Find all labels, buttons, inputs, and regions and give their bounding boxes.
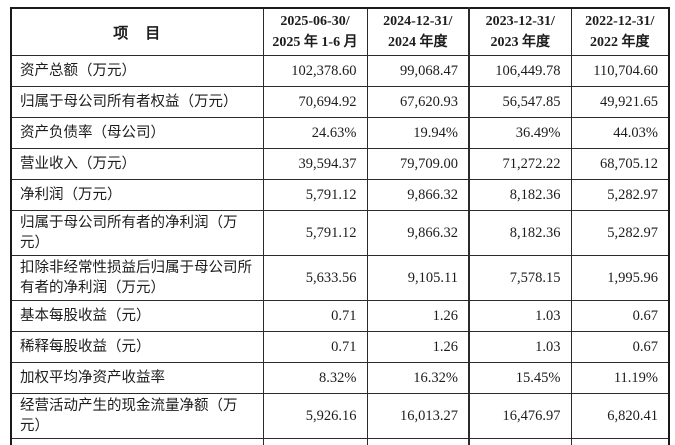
cell-value: 1.03 — [468, 300, 572, 332]
cell-value: 8.32% — [262, 362, 368, 394]
cell-value: 16.32% — [366, 362, 470, 394]
cell-value: 67,620.93 — [366, 86, 470, 118]
cell-value: 2,866.50 — [366, 438, 470, 445]
cell-value: 5,282.97 — [570, 179, 670, 211]
cell-value: 9,105.11 — [366, 255, 470, 301]
column-header-period-2023: 2023-12-31/ 2023 年度 — [468, 7, 572, 56]
row-label: 归属于母公司所有者的净利润（万元） — [10, 210, 264, 256]
row-label: 基本每股收益（元） — [10, 300, 264, 332]
row-label: 加权平均净资产收益率 — [10, 362, 264, 394]
table-row-diluted-eps: 稀释每股收益（元） 0.71 1.26 1.03 0.67 — [10, 331, 670, 363]
cell-value: 79,709.00 — [366, 148, 470, 180]
table-row-cash-dividend: 现金分红（万元） - 2,866.50 2,160.00 1,582.32 — [10, 438, 670, 445]
cell-value: 7,578.15 — [468, 255, 572, 301]
cell-value: 5,633.56 — [262, 255, 368, 301]
cell-value: 0.71 — [262, 300, 368, 332]
cell-value: 0.67 — [570, 300, 670, 332]
row-label: 资产负债率（母公司） — [10, 117, 264, 149]
cell-value: 106,449.78 — [468, 55, 572, 87]
table-row-non-recurring-net-profit: 扣除非经常性损益后归属于母公司所有者的净利润（万元） 5,633.56 9,10… — [10, 255, 670, 301]
period-range: 2023 年度 — [490, 35, 551, 50]
table-row-basic-eps: 基本每股收益（元） 0.71 1.26 1.03 0.67 — [10, 300, 670, 332]
cell-value: 71,272.22 — [468, 148, 572, 180]
period-date: 2023-12-31/ — [485, 14, 555, 29]
cell-value: 5,926.16 — [262, 393, 368, 439]
row-label: 资产总额（万元） — [10, 55, 264, 87]
column-header-period-2022: 2022-12-31/ 2022 年度 — [570, 7, 670, 56]
cell-value: 15.45% — [468, 362, 572, 394]
table-row-debt-ratio: 资产负债率（母公司） 24.63% 19.94% 36.49% 44.03% — [10, 117, 670, 149]
cell-value: 11.19% — [570, 362, 670, 394]
cell-value: 1,995.96 — [570, 255, 670, 301]
cell-value: 5,791.12 — [262, 179, 368, 211]
cell-value: 68,705.12 — [570, 148, 670, 180]
period-range: 2024 年度 — [388, 35, 448, 50]
period-range: 2022 年度 — [590, 35, 650, 50]
column-header-period-2024: 2024-12-31/ 2024 年度 — [366, 7, 470, 56]
row-label: 营业收入（万元） — [10, 148, 264, 180]
cell-value: 16,476.97 — [468, 393, 572, 439]
cell-value: - — [262, 438, 368, 445]
cell-value: 16,013.27 — [366, 393, 470, 439]
table-row-weighted-roe: 加权平均净资产收益率 8.32% 16.32% 15.45% 11.19% — [10, 362, 670, 394]
table-row-parent-equity: 归属于母公司所有者权益（万元） 70,694.92 67,620.93 56,5… — [10, 86, 670, 118]
row-label: 现金分红（万元） — [10, 438, 264, 445]
cell-value: 44.03% — [570, 117, 670, 149]
column-header-period-2025: 2025-06-30/ 2025 年 1-6 月 — [262, 7, 368, 56]
cell-value: 8,182.36 — [468, 210, 572, 256]
table-row-parent-net-profit: 归属于母公司所有者的净利润（万元） 5,791.12 9,866.32 8,18… — [10, 210, 670, 256]
cell-value: 0.67 — [570, 331, 670, 363]
cell-value: 70,694.92 — [262, 86, 368, 118]
cell-value: 36.49% — [468, 117, 572, 149]
cell-value: 8,182.36 — [468, 179, 572, 211]
cell-value: 1.03 — [468, 331, 572, 363]
table-row-revenue: 营业收入（万元） 39,594.37 79,709.00 71,272.22 6… — [10, 148, 670, 180]
cell-value: 9,866.32 — [366, 210, 470, 256]
cell-value: 99,068.47 — [366, 55, 470, 87]
header-row: 项 目 2025-06-30/ 2025 年 1-6 月 2024-12-31/… — [10, 7, 670, 56]
table-row-net-profit: 净利润（万元） 5,791.12 9,866.32 8,182.36 5,282… — [10, 179, 670, 211]
row-label: 净利润（万元） — [10, 179, 264, 211]
cell-value: 5,282.97 — [570, 210, 670, 256]
row-label: 归属于母公司所有者权益（万元） — [10, 86, 264, 118]
cell-value: 102,378.60 — [262, 55, 368, 87]
cell-value: 9,866.32 — [366, 179, 470, 211]
row-label: 扣除非经常性损益后归属于母公司所有者的净利润（万元） — [10, 255, 264, 301]
cell-value: 39,594.37 — [262, 148, 368, 180]
period-date: 2022-12-31/ — [585, 14, 655, 29]
cell-value: 5,791.12 — [262, 210, 368, 256]
financial-summary-table: 项 目 2025-06-30/ 2025 年 1-6 月 2024-12-31/… — [10, 7, 670, 445]
period-date: 2025-06-30/ — [280, 14, 350, 29]
column-header-item: 项 目 — [10, 7, 264, 56]
cell-value: 1.26 — [366, 331, 470, 363]
cell-value: 49,921.65 — [570, 86, 670, 118]
period-date: 2024-12-31/ — [383, 14, 453, 29]
table-row-total-assets: 资产总额（万元） 102,378.60 99,068.47 106,449.78… — [10, 55, 670, 87]
cell-value: 1,582.32 — [570, 438, 670, 445]
table-row-operating-cash-flow: 经营活动产生的现金流量净额（万元） 5,926.16 16,013.27 16,… — [10, 393, 670, 439]
cell-value: 110,704.60 — [570, 55, 670, 87]
period-range: 2025 年 1-6 月 — [272, 35, 358, 50]
cell-value: 2,160.00 — [468, 438, 572, 445]
row-label: 经营活动产生的现金流量净额（万元） — [10, 393, 264, 439]
row-label: 稀释每股收益（元） — [10, 331, 264, 363]
cell-value: 1.26 — [366, 300, 470, 332]
cell-value: 6,820.41 — [570, 393, 670, 439]
cell-value: 19.94% — [366, 117, 470, 149]
cell-value: 56,547.85 — [468, 86, 572, 118]
cell-value: 24.63% — [262, 117, 368, 149]
cell-value: 0.71 — [262, 331, 368, 363]
